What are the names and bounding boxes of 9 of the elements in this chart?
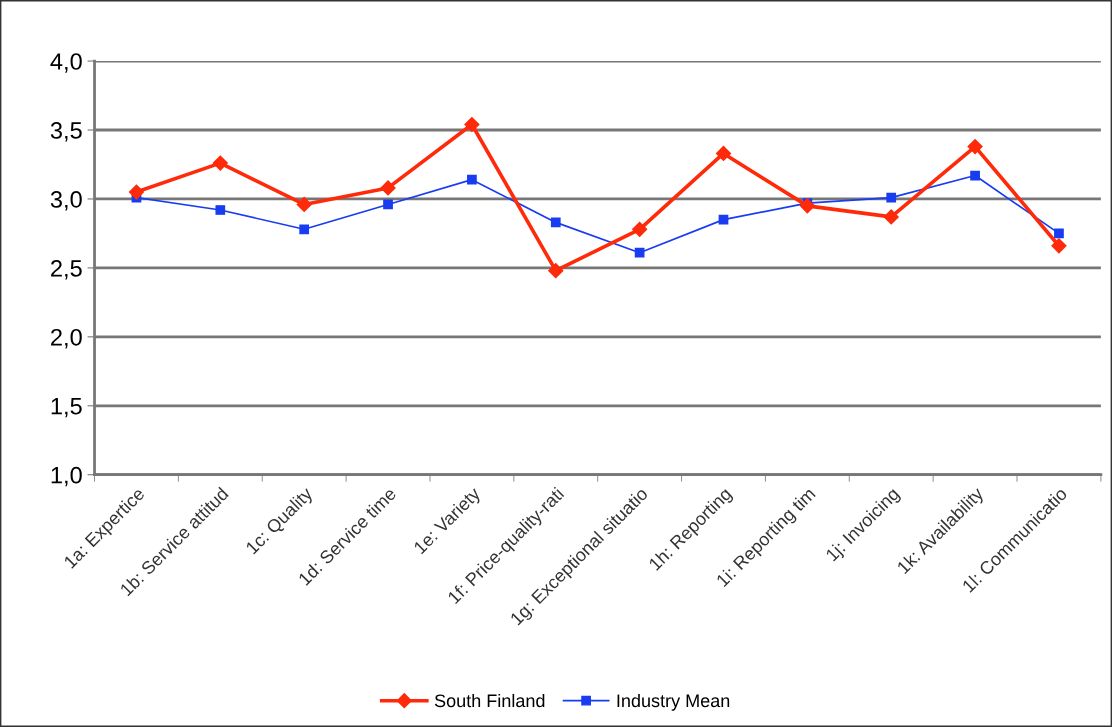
y-tick-label: 2,0 xyxy=(51,328,82,349)
y-tick-label: 3,0 xyxy=(50,191,82,211)
y-tick-label: 3,5 xyxy=(50,122,82,142)
y-tick-label: 2,5 xyxy=(51,259,82,280)
y-tick-label: 1,5 xyxy=(51,398,82,418)
y-tick-label: 1,0 xyxy=(51,466,82,487)
y-tick-label: 4,0 xyxy=(50,53,82,73)
legend-label: Industry Mean xyxy=(617,693,730,711)
legend-label: South Finland xyxy=(434,693,545,708)
